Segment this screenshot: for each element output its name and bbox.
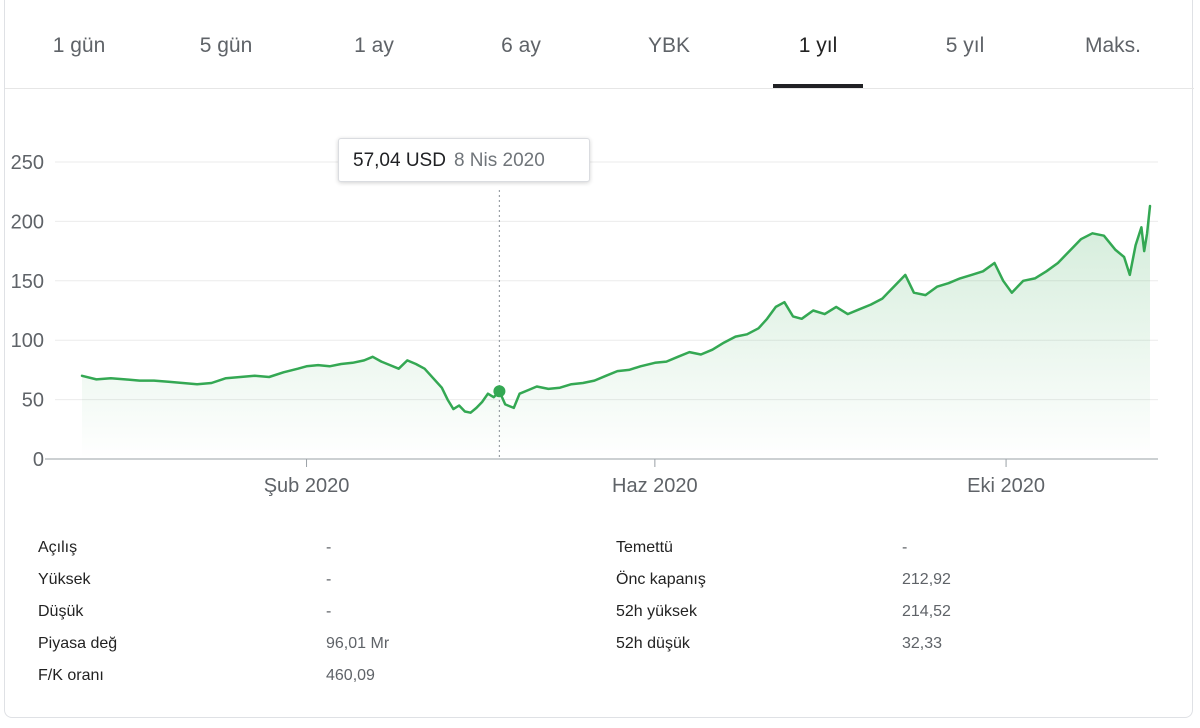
stat-label: 52h düşük <box>616 635 690 652</box>
active-tab-indicator <box>773 84 863 88</box>
stat-row-open: Açılış - <box>38 533 438 563</box>
stat-value: 32,33 <box>902 635 943 652</box>
y-tick-label: 250 <box>11 152 44 174</box>
stat-value: 460,09 <box>326 667 375 684</box>
stat-label: Düşük <box>38 603 84 620</box>
stat-row-52w-high: 52h yüksek 214,52 <box>616 597 1016 627</box>
tab-1-month[interactable]: 1 ay <box>354 34 394 57</box>
hover-tooltip: 57,04 USD 8 Nis 2020 <box>338 138 590 182</box>
stat-label: Yüksek <box>38 571 91 588</box>
stat-row-pe-ratio: F/K oranı 460,09 <box>38 661 438 691</box>
stat-label: Önc kapanış <box>616 571 706 588</box>
tab-1-day[interactable]: 1 gün <box>52 34 106 57</box>
tab-max[interactable]: Maks. <box>1084 34 1142 57</box>
time-range-tabs: 1 gün 5 gün 1 ay 6 ay YBK 1 yıl 5 yıl Ma… <box>5 0 1194 89</box>
stat-label: Temettü <box>616 539 673 556</box>
y-tick-label: 200 <box>11 211 44 233</box>
y-tick-label: 150 <box>11 271 44 293</box>
stat-value: - <box>326 603 332 620</box>
stat-row-prev-close: Önc kapanış 212,92 <box>616 565 1016 595</box>
stat-row-high: Yüksek - <box>38 565 438 595</box>
tab-5-years[interactable]: 5 yıl <box>945 34 985 57</box>
stat-row-52w-low: 52h düşük 32,33 <box>616 629 1016 659</box>
tooltip-date: 8 Nis 2020 <box>453 150 545 171</box>
highlight-point <box>493 385 506 398</box>
stat-label: 52h yüksek <box>616 603 697 620</box>
stat-label: Açılış <box>38 539 78 556</box>
stat-row-low: Düşük - <box>38 597 438 627</box>
tab-1-year[interactable]: 1 yıl <box>798 34 838 57</box>
stat-value: 212,92 <box>902 571 951 588</box>
stat-row-market-cap: Piyasa değ 96,01 Mr <box>38 629 438 659</box>
tooltip-price: 57,04 USD <box>353 150 446 171</box>
stat-value: - <box>902 539 908 556</box>
stat-value: 96,01 Mr <box>326 635 390 652</box>
tab-5-days[interactable]: 5 gün <box>199 34 253 57</box>
stat-value: - <box>326 539 332 556</box>
stat-label: Piyasa değ <box>38 635 118 652</box>
y-tick-label: 0 <box>33 449 44 471</box>
stat-value: - <box>326 571 332 588</box>
price-line <box>80 204 1152 414</box>
tab-ytd[interactable]: YBK <box>647 34 691 57</box>
x-tick-label: Şub 2020 <box>264 475 350 497</box>
x-tick-label: Haz 2020 <box>612 475 698 497</box>
y-tick-label: 50 <box>22 390 44 412</box>
stat-row-dividend: Temettü - <box>616 533 1016 563</box>
price-area-fill <box>82 206 1150 459</box>
stat-label: F/K oranı <box>38 667 104 684</box>
y-tick-label: 100 <box>11 330 44 352</box>
tab-6-months[interactable]: 6 ay <box>501 34 541 57</box>
stat-value: 214,52 <box>902 603 951 620</box>
x-tick-label: Eki 2020 <box>967 475 1045 497</box>
